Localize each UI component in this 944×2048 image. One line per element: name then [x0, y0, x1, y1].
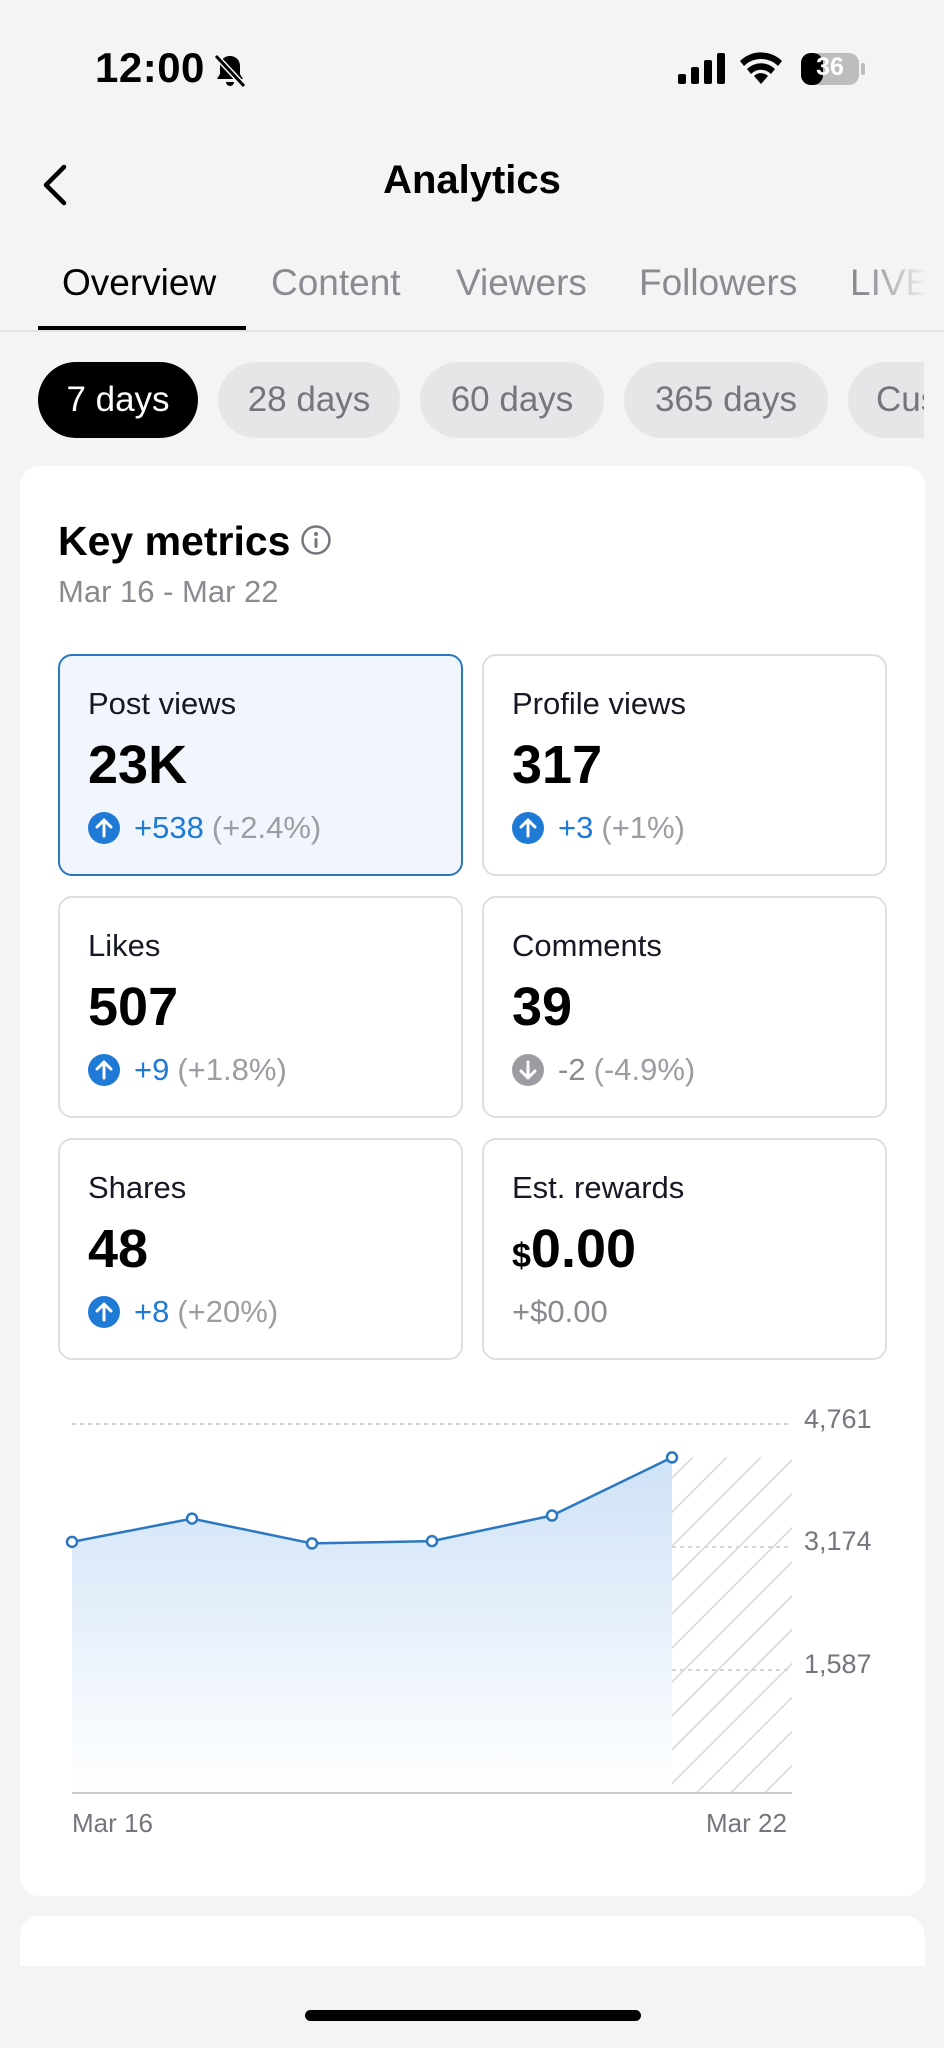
key-metrics-title: Key metrics: [58, 518, 291, 564]
arrow-up-icon: [512, 812, 544, 844]
battery-level: 36: [816, 53, 844, 81]
metric-percent: (+1.8%): [177, 1052, 287, 1087]
arrow-up-icon: [88, 812, 120, 844]
metric-label: Shares: [88, 1170, 187, 1205]
metric-percent: (-4.9%): [593, 1052, 696, 1087]
home-indicator[interactable]: [305, 2010, 641, 2021]
metric-percent: (+1%): [601, 810, 685, 845]
battery-icon: 36: [800, 52, 866, 86]
metric-label: Profile views: [512, 686, 686, 721]
metric-value: 507: [88, 977, 179, 1037]
metric-delta: +$0.00: [512, 1294, 608, 1329]
metric-delta: +3: [558, 810, 594, 845]
y-tick-label: 3,174: [804, 1526, 872, 1556]
chip-7-days[interactable]: 7 days: [38, 362, 198, 438]
metric-value: 317: [512, 735, 603, 795]
x-tick-label: Mar 22: [706, 1808, 787, 1838]
active-tab-indicator: [38, 326, 246, 330]
metric-delta: +9: [134, 1052, 170, 1087]
arrow-up-icon: [88, 1054, 120, 1086]
nav-header: Analytics: [0, 140, 944, 230]
data-point: [65, 1535, 79, 1549]
metric-delta: +538: [134, 810, 204, 845]
chip-edge: [924, 360, 944, 440]
tab-overview[interactable]: Overview: [62, 262, 217, 303]
series-line: [71, 1456, 673, 1545]
currency-symbol: $: [512, 1237, 531, 1275]
metric-change: +9 (+1.8%): [88, 1052, 287, 1088]
metric-delta: -2: [558, 1052, 586, 1087]
chip-28-days[interactable]: 28 days: [218, 362, 400, 438]
tab-content[interactable]: Content: [271, 262, 401, 303]
bottom-safe-area: [0, 1966, 944, 2048]
metric-percent: (+20%): [177, 1294, 279, 1329]
back-button[interactable]: [30, 160, 80, 210]
signal-icon: [678, 53, 725, 84]
metric-value: 39: [512, 977, 573, 1037]
metric-change: +538 (+2.4%): [88, 810, 321, 846]
y-tick-label: 1,587: [804, 1649, 872, 1679]
tab-followers[interactable]: Followers: [639, 262, 798, 303]
x-tick-label: Mar 16: [72, 1808, 153, 1838]
metric-change: -2 (-4.9%): [512, 1052, 695, 1088]
y-tick-label: 4,761: [804, 1404, 872, 1434]
metric-value-wrap: $0.00: [512, 1218, 636, 1280]
data-point: [305, 1537, 319, 1550]
tab-viewers[interactable]: Viewers: [456, 262, 587, 303]
key-metrics-card: Key metrics Mar 16 - Mar 22 Post views 2…: [20, 466, 925, 1896]
metric-delta: +8: [134, 1294, 170, 1329]
metric-est-rewards[interactable]: Est. rewards $0.00 +$0.00: [482, 1138, 887, 1360]
chip-365-days[interactable]: 365 days: [624, 362, 828, 438]
metric-percent: (+2.4%): [211, 810, 322, 845]
metric-label: Est. rewards: [512, 1170, 685, 1205]
period-selector: 7 days 28 days 60 days 365 days Custom: [0, 360, 944, 440]
wifi-icon: [740, 52, 782, 84]
metric-change: +$0.00: [512, 1294, 608, 1330]
status-bar: 12:00 36: [0, 0, 944, 140]
metric-label: Post views: [88, 686, 237, 721]
metric-shares[interactable]: Shares 48 +8 (+20%): [58, 1138, 463, 1360]
arrow-down-icon: [512, 1054, 544, 1086]
metric-post-views[interactable]: Post views 23K +538 (+2.4%): [58, 654, 463, 876]
metric-profile-views[interactable]: Profile views 317 +3 (+1%): [482, 654, 887, 876]
series-area: [72, 1457, 672, 1793]
status-time: 12:00: [95, 44, 205, 91]
metric-value: 23K: [88, 735, 188, 795]
data-point: [545, 1509, 559, 1522]
metric-label: Likes: [88, 928, 161, 963]
info-icon[interactable]: [300, 524, 332, 556]
bell-off-icon: [213, 53, 247, 89]
data-point: [665, 1451, 679, 1464]
metric-comments[interactable]: Comments 39 -2 (-4.9%): [482, 896, 887, 1118]
chip-60-days[interactable]: 60 days: [420, 362, 604, 438]
data-point: [425, 1534, 439, 1548]
metric-value: 0.00: [530, 1219, 637, 1279]
data-point: [185, 1512, 199, 1525]
metric-value: 48: [88, 1219, 149, 1279]
chevron-left-icon: [43, 164, 67, 206]
metric-change: +3 (+1%): [512, 810, 685, 846]
date-range: Mar 16 - Mar 22: [58, 574, 279, 609]
incomplete-day-hatch: [672, 1457, 792, 1793]
tab-fade: [864, 240, 944, 330]
arrow-up-icon: [88, 1296, 120, 1328]
page-title: Analytics: [383, 158, 561, 202]
metric-label: Comments: [512, 928, 662, 963]
tab-bar: Overview Content Viewers Followers LIVE: [0, 240, 944, 332]
metric-likes[interactable]: Likes 507 +9 (+1.8%): [58, 896, 463, 1118]
metric-change: +8 (+20%): [88, 1294, 278, 1330]
